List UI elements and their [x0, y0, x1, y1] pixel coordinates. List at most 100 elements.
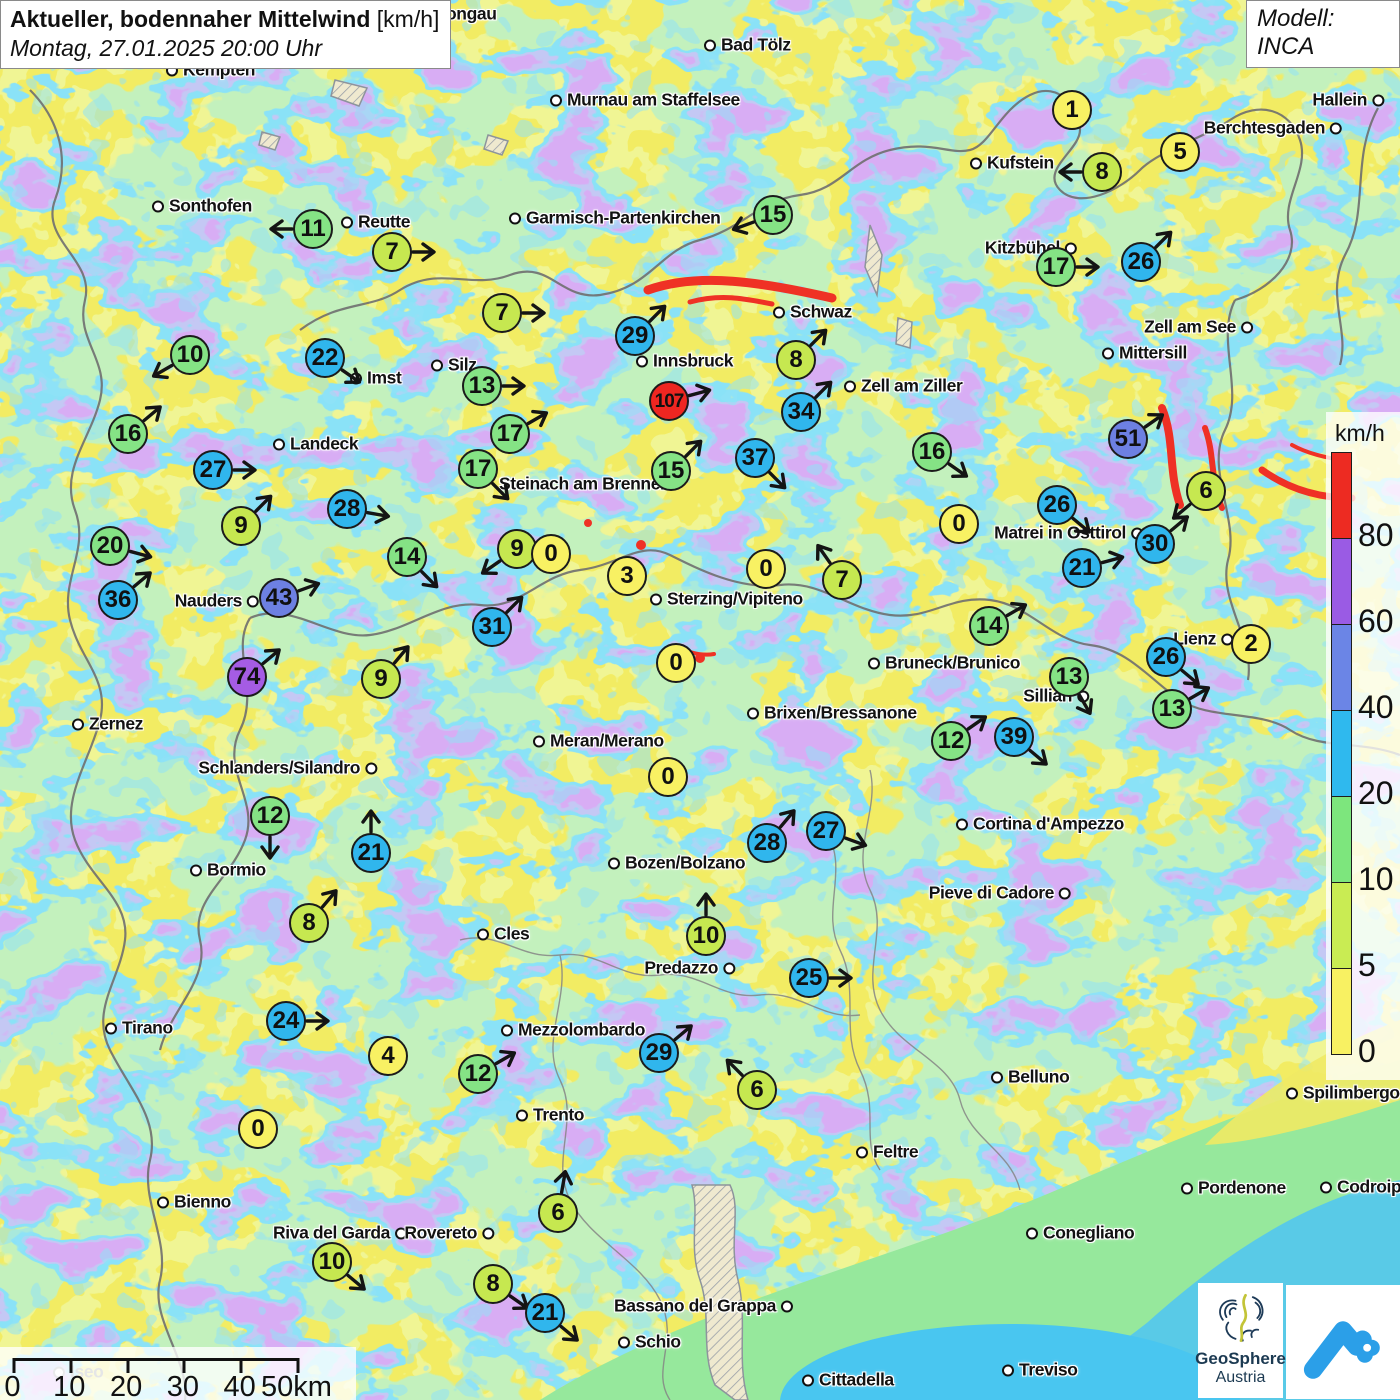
- wind-speed-badge: 12: [250, 796, 290, 860]
- city-dot-icon: [72, 718, 84, 730]
- wind-speed-value: 26: [1127, 248, 1155, 275]
- city-marker: Conegliano: [1026, 1223, 1135, 1244]
- city-label: Spilimbergo: [1303, 1082, 1400, 1103]
- city-dot-icon: [723, 962, 735, 974]
- wind-speed-badge: 12: [458, 1049, 517, 1094]
- wind-speed-badge: 28: [327, 489, 391, 529]
- city-label: Cortina d'Ampezzo: [973, 813, 1124, 834]
- page-subtitle: Montag, 27.01.2025 20:00 Uhr: [10, 35, 323, 61]
- wind-speed-value: 8: [1095, 158, 1109, 185]
- city-marker: Matrei in Osttirol: [994, 523, 1143, 544]
- wind-speed-value: 16: [918, 438, 946, 465]
- wind-speed-value: 20: [96, 532, 124, 559]
- city-marker: Sterzing/Vipiteno: [650, 589, 803, 610]
- city-label: Brixen/Bressanone: [764, 702, 917, 723]
- city-label: Codroipo: [1337, 1176, 1400, 1197]
- wind-speed-value: 74: [233, 663, 261, 690]
- wind-speed-value: 51: [1114, 425, 1142, 452]
- wind-speed-badge: 51: [1108, 412, 1165, 459]
- wind-speed-value: 0: [759, 555, 773, 582]
- wind-speed-badge: 29: [615, 304, 667, 356]
- city-marker: ongau: [446, 4, 497, 25]
- city-dot-icon: [618, 1336, 630, 1348]
- city-label: Zell am Ziller: [861, 375, 963, 396]
- city-dot-icon: [747, 707, 759, 719]
- wind-speed-badge: 15: [651, 439, 703, 491]
- city-label: Hallein: [1312, 89, 1367, 110]
- wind-speed-value: 6: [1199, 477, 1213, 504]
- city-label: Bruneck/Brunico: [885, 652, 1020, 673]
- city-marker: Berchtesgaden: [1204, 118, 1342, 139]
- city-label: Mezzolombardo: [518, 1019, 646, 1040]
- wind-speed-value: 13: [468, 372, 496, 399]
- city-marker: Innsbruck: [636, 351, 733, 372]
- geosphere-logo: GeoSphere Austria: [1195, 1283, 1286, 1398]
- city-marker: Bassano del Grappa: [614, 1296, 793, 1317]
- legend-tick-label: 40: [1358, 689, 1394, 725]
- wind-speed-badge: 28: [747, 809, 796, 863]
- city-marker: Reutte: [341, 212, 410, 233]
- wind-speed-badge: 17: [1036, 247, 1100, 287]
- wind-speed-value: 21: [531, 1299, 559, 1326]
- city-dot-icon: [1372, 94, 1384, 106]
- city-dot-icon: [341, 216, 353, 228]
- contour-lines-icon: [1218, 1293, 1263, 1343]
- wind-speed-value: 12: [464, 1060, 492, 1087]
- wind-speed-value: 36: [104, 586, 132, 613]
- city-marker: Landeck: [273, 434, 359, 455]
- wind-speed-value: 14: [393, 543, 421, 570]
- city-marker: Zell am See: [1144, 317, 1253, 338]
- scalebar-tick: 40: [224, 1358, 256, 1400]
- scalebar-tick-label: 30: [166, 1371, 200, 1400]
- city-dot-icon: [1026, 1227, 1038, 1239]
- wind-speed-value: 7: [495, 299, 509, 326]
- wind-speed-badge: 13: [1152, 684, 1211, 729]
- title-main: Aktueller, bodennaher Mittelwind: [10, 6, 371, 32]
- scalebar-tick-label: 20: [109, 1371, 143, 1400]
- legend-tick-label: 10: [1358, 861, 1394, 897]
- wind-speed-value: 8: [789, 346, 803, 373]
- wind-speed-value: 13: [1158, 695, 1186, 722]
- city-marker: Bozen/Bolzano: [608, 853, 746, 874]
- wind-speed-badge: 34: [781, 380, 833, 432]
- city-dot-icon: [844, 380, 856, 392]
- city-marker: Brixen/Bressanone: [747, 703, 917, 724]
- city-label: Rovereto: [404, 1222, 477, 1243]
- wind-speed-value: 5: [1173, 138, 1187, 165]
- city-marker: Lienz: [1173, 629, 1233, 650]
- city-dot-icon: [773, 306, 785, 318]
- city-marker: Hallein: [1312, 90, 1384, 111]
- wind-speed-badge: 24: [266, 1001, 330, 1041]
- wind-speed-badge: 14: [387, 537, 439, 589]
- city-label: Garmisch-Partenkirchen: [526, 207, 721, 228]
- city-marker: Cles: [477, 924, 530, 945]
- wind-speed-badge: 5: [1160, 132, 1200, 172]
- wind-speed-badge: 30: [1135, 515, 1189, 564]
- wind-speed-value: 7: [385, 238, 399, 265]
- city-marker: Treviso: [1002, 1360, 1078, 1381]
- wind-speed-badge: 8: [473, 1264, 530, 1311]
- legend: km/h 80 60 40 20 10 5 0: [1326, 412, 1400, 1080]
- wind-speed-badge: 13: [462, 366, 526, 406]
- city-label: Pieve di Cadore: [928, 882, 1055, 903]
- wind-speed-value: 25: [795, 964, 823, 991]
- scalebar-line: [14, 1358, 298, 1361]
- scalebar-tick: 10: [53, 1358, 85, 1400]
- legend-unit-label: km/h: [1335, 420, 1385, 446]
- city-dot-icon: [550, 94, 562, 106]
- wind-speed-value: 4: [381, 1042, 395, 1069]
- wind-speed-badge: 10: [686, 892, 726, 956]
- city-marker: Murnau am Staffelsee: [550, 90, 740, 111]
- city-label: Sterzing/Vipiteno: [667, 588, 803, 609]
- city-marker: Imst: [350, 368, 402, 389]
- city-dot-icon: [956, 818, 968, 830]
- wind-speed-badge: 27: [193, 450, 257, 490]
- wind-speed-badge: 6: [538, 1169, 578, 1233]
- city-label: Bad Tölz: [721, 34, 791, 55]
- city-marker: Codroipo: [1320, 1177, 1400, 1198]
- city-marker: Garmisch-Partenkirchen: [509, 207, 721, 229]
- city-dot-icon: [1241, 321, 1253, 333]
- wind-speed-badge: 39: [994, 717, 1048, 766]
- city-label: Reutte: [358, 211, 411, 232]
- wind-speed-value: 107: [654, 390, 685, 412]
